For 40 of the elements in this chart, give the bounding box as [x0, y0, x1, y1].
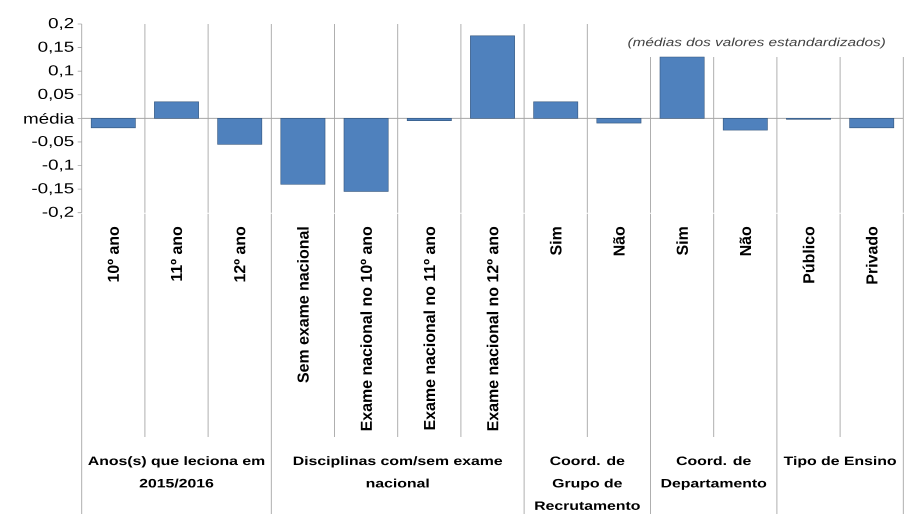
x-tick-label: 10º ano [108, 226, 119, 282]
bar [849, 118, 894, 128]
bar [406, 118, 452, 121]
x-tick-label: Público [802, 226, 814, 283]
y-tick-label: -0,2 [42, 206, 74, 219]
x-tick-label: Não [739, 226, 752, 256]
x-tick-label: Sim [550, 227, 562, 255]
text: Coord. de Departamento [662, 456, 766, 490]
bar [722, 118, 768, 130]
y-tick-label: 0,15 [38, 42, 74, 54]
bar [533, 102, 578, 119]
annotation: (médias dos valores estandardizados) [628, 37, 885, 49]
bar [154, 102, 199, 119]
y-tick-label: 0,1 [48, 65, 74, 78]
bar [90, 118, 136, 128]
x-tick-label: Exame nacional no 10º ano [360, 226, 372, 430]
y-tick-label: -0,05 [32, 136, 74, 148]
y-tick-label: -0,15 [32, 183, 74, 196]
x-tick-label: Exame nacional no 11º ano [423, 226, 436, 430]
y-tick-label: 0,05 [38, 88, 74, 101]
x-tick-label: Sim [676, 227, 688, 255]
bar [470, 35, 515, 119]
y-tick-label: -0,1 [42, 160, 74, 172]
y-tick-label: 0,2 [48, 18, 74, 30]
x-tick-label: 11º ano [170, 226, 182, 281]
bar [280, 118, 326, 185]
x-tick-label: Sem exame nacional [297, 227, 309, 383]
y-tick-label: média [24, 112, 74, 124]
bar [596, 118, 642, 124]
x-tick-label: Privado [866, 226, 878, 284]
bar [217, 118, 262, 145]
text: Disciplinas com/sem exame nacional [294, 456, 502, 488]
bar [660, 56, 705, 119]
text: Tipo de Ensino [784, 456, 896, 468]
x-tick-label: Não [613, 226, 625, 256]
x-tick-label: 12º ano [234, 226, 246, 282]
text: Anos(s) que leciona em 2015/2016 [88, 456, 264, 488]
text: Coord. de Grupo de Recrutamento [535, 456, 640, 510]
x-tick-label: Exame nacional no 12º ano [486, 226, 498, 430]
bar [344, 118, 389, 192]
